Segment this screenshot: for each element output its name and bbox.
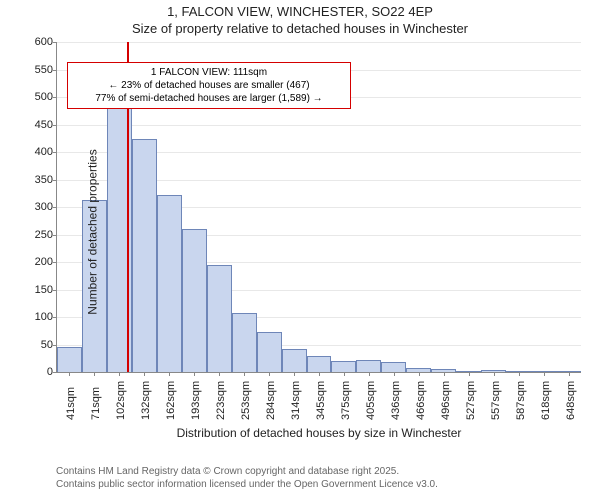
xtick-label: 132sqm <box>140 381 152 420</box>
xtick-mark <box>419 372 420 376</box>
histogram-bar <box>157 195 182 372</box>
xtick-label: 41sqm <box>65 387 77 420</box>
xtick-label: 405sqm <box>365 381 377 420</box>
xtick-label: 284sqm <box>265 381 277 420</box>
annotation-box: 1 FALCON VIEW: 111sqm← 23% of detached h… <box>67 62 351 109</box>
histogram-bar <box>331 361 356 372</box>
xtick-mark <box>369 372 370 376</box>
plot-area: 05010015020025030035040045050055060041sq… <box>56 42 581 373</box>
xtick-label: 71sqm <box>90 387 102 420</box>
xtick-label: 618sqm <box>540 381 552 420</box>
xtick-mark <box>119 372 120 376</box>
histogram-bar <box>257 332 282 372</box>
ytick-label: 450 <box>35 119 57 131</box>
xtick-label: 162sqm <box>165 381 177 420</box>
xtick-label: 466sqm <box>415 381 427 420</box>
annotation-line: ← 23% of detached houses are smaller (46… <box>74 79 344 92</box>
xtick-mark <box>319 372 320 376</box>
xtick-label: 496sqm <box>440 381 452 420</box>
xtick-label: 557sqm <box>490 381 502 420</box>
footer-line: Contains public sector information licen… <box>56 479 438 492</box>
histogram-bar <box>207 265 232 372</box>
y-axis-title: Number of detached properties <box>86 149 100 314</box>
histogram-bar <box>307 356 332 373</box>
xtick-mark <box>94 372 95 376</box>
ytick-label: 50 <box>41 339 57 351</box>
ytick-label: 600 <box>35 36 57 48</box>
xtick-mark <box>69 372 70 376</box>
title-block: 1, FALCON VIEW, WINCHESTER, SO22 4EP Siz… <box>0 4 600 36</box>
xtick-mark <box>219 372 220 376</box>
histogram-bar <box>282 349 307 372</box>
ytick-label: 0 <box>47 366 57 378</box>
ytick-label: 400 <box>35 146 57 158</box>
ytick-label: 550 <box>35 64 57 76</box>
xtick-label: 253sqm <box>240 381 252 420</box>
gridline-h <box>57 42 581 43</box>
xtick-mark <box>344 372 345 376</box>
footer-line: Contains HM Land Registry data © Crown c… <box>56 466 438 479</box>
gridline-h <box>57 125 581 126</box>
histogram-bar <box>132 139 157 372</box>
xtick-label: 527sqm <box>465 381 477 420</box>
xtick-mark <box>244 372 245 376</box>
histogram-bar <box>356 360 381 372</box>
xtick-label: 648sqm <box>565 381 577 420</box>
xtick-label: 314sqm <box>290 381 302 420</box>
xtick-label: 436sqm <box>390 381 402 420</box>
annotation-line: 77% of semi-detached houses are larger (… <box>74 92 344 105</box>
xtick-label: 587sqm <box>515 381 527 420</box>
xtick-label: 345sqm <box>315 381 327 420</box>
ytick-label: 300 <box>35 201 57 213</box>
xtick-mark <box>569 372 570 376</box>
ytick-label: 350 <box>35 174 57 186</box>
ytick-label: 500 <box>35 91 57 103</box>
xtick-mark <box>519 372 520 376</box>
histogram-bar <box>182 229 207 372</box>
footer-attribution: Contains HM Land Registry data © Crown c… <box>56 466 438 491</box>
xtick-mark <box>469 372 470 376</box>
x-axis-title: Distribution of detached houses by size … <box>57 426 581 440</box>
ytick-label: 100 <box>35 311 57 323</box>
ytick-label: 150 <box>35 284 57 296</box>
histogram-bar <box>381 362 406 372</box>
ytick-label: 200 <box>35 256 57 268</box>
histogram-bar <box>232 313 257 372</box>
xtick-mark <box>269 372 270 376</box>
xtick-mark <box>494 372 495 376</box>
chart-container: 05010015020025030035040045050055060041sq… <box>56 42 580 422</box>
xtick-mark <box>294 372 295 376</box>
annotation-line: 1 FALCON VIEW: 111sqm <box>74 66 344 79</box>
xtick-mark <box>169 372 170 376</box>
xtick-mark <box>544 372 545 376</box>
xtick-mark <box>194 372 195 376</box>
xtick-label: 193sqm <box>190 381 202 420</box>
histogram-bar <box>57 347 82 372</box>
xtick-label: 223sqm <box>215 381 227 420</box>
xtick-label: 375sqm <box>340 381 352 420</box>
xtick-mark <box>394 372 395 376</box>
xtick-mark <box>144 372 145 376</box>
ytick-label: 250 <box>35 229 57 241</box>
page-title-line2: Size of property relative to detached ho… <box>0 21 600 36</box>
xtick-label: 102sqm <box>115 381 127 420</box>
page-title-line1: 1, FALCON VIEW, WINCHESTER, SO22 4EP <box>0 4 600 19</box>
xtick-mark <box>444 372 445 376</box>
